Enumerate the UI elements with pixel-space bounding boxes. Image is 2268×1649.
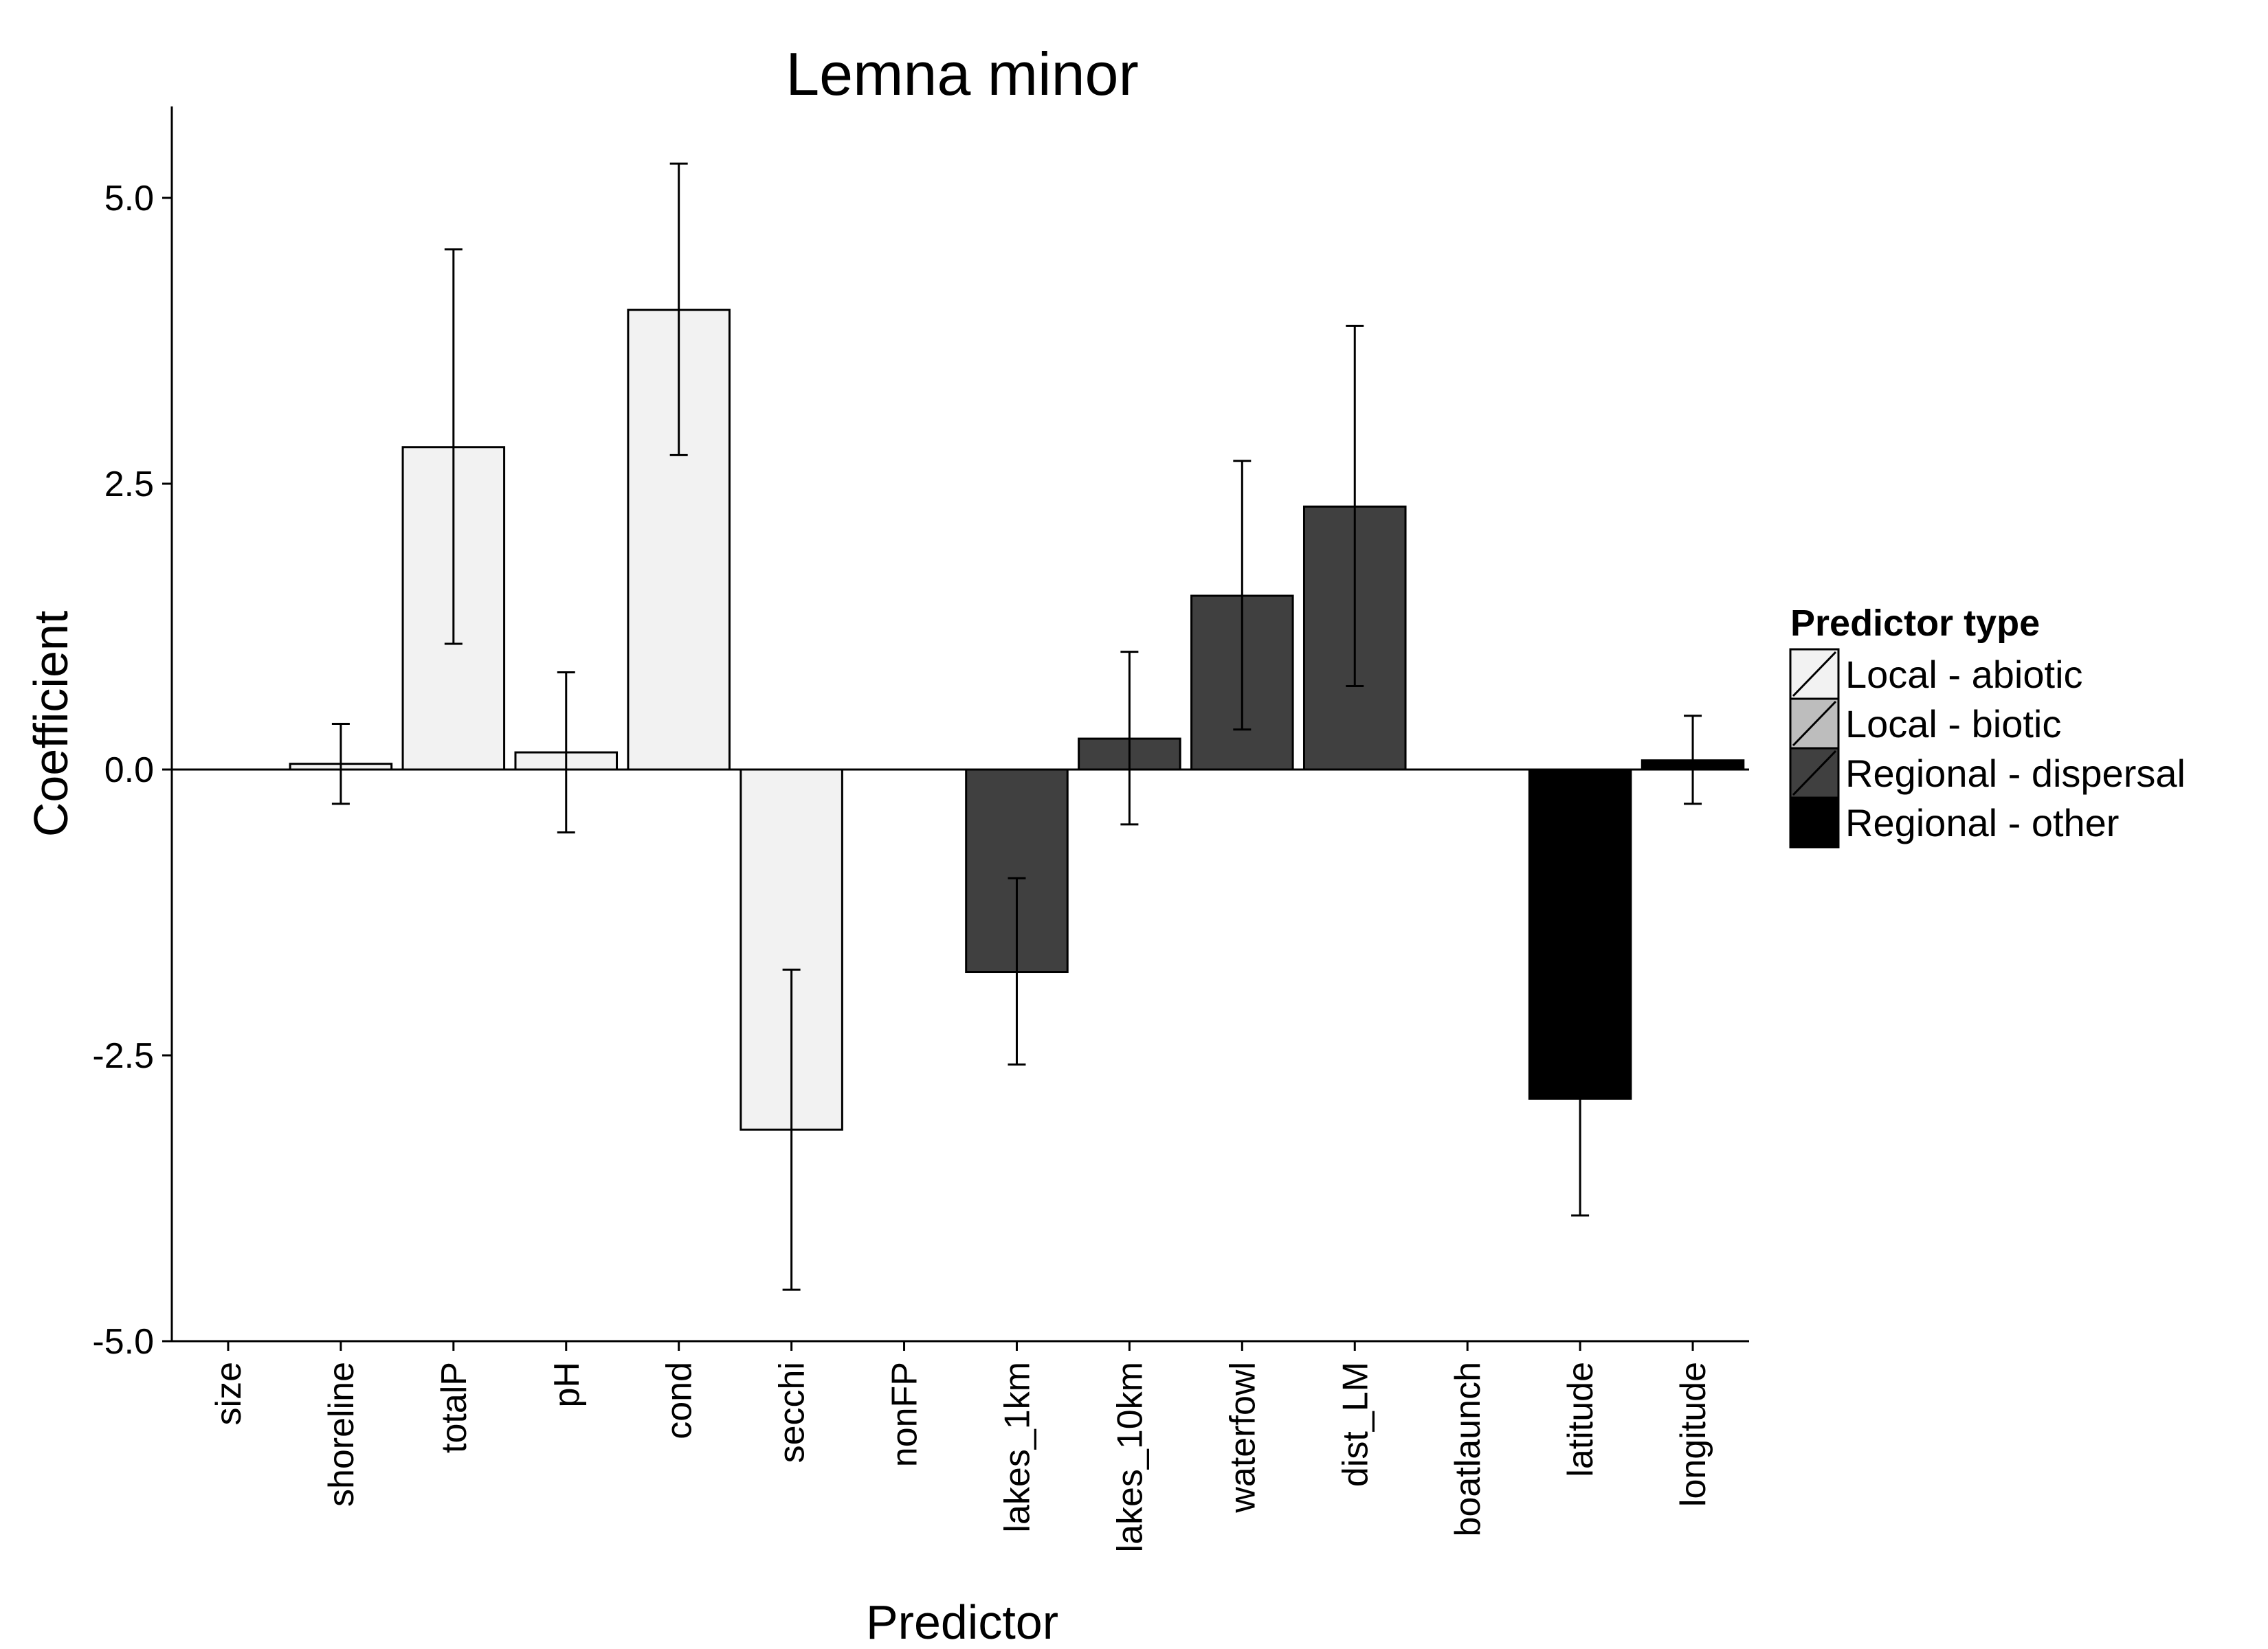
error-bar-totalP <box>444 248 463 645</box>
legend-entry: Regional - dispersal <box>1789 747 2186 799</box>
chart-title: Lemna minor <box>786 40 1139 108</box>
y-tick-label: -2.5 <box>92 1036 154 1076</box>
bar-cond <box>627 309 731 771</box>
x-tick-label: latitude <box>1561 1362 1601 1477</box>
legend-title: Predictor type <box>1790 603 2040 644</box>
error-bar-secchi <box>782 968 801 1291</box>
error-bar-waterfowl <box>1233 460 1252 731</box>
y-tick-label: 2.5 <box>104 464 154 504</box>
x-tick-label: lakes_10km <box>1110 1362 1150 1552</box>
error-bar-shoreline <box>331 722 350 805</box>
x-tick-label: size <box>209 1362 249 1425</box>
x-tick-label: shoreline <box>322 1362 362 1507</box>
legend-key-slash <box>1792 750 1837 796</box>
legend-entry: Local - abiotic <box>1789 648 2083 700</box>
x-tick-label: waterfowl <box>1223 1362 1263 1514</box>
x-tick-label: secchi <box>772 1362 812 1463</box>
error-bar-latitude <box>1571 1099 1590 1217</box>
legend-label: Local - abiotic <box>1845 653 2083 696</box>
error-bar-longitude <box>1684 715 1702 805</box>
legend-label: Regional - other <box>1845 801 2119 844</box>
error-bar-lakes_1km <box>1008 877 1026 1066</box>
x-axis-title: Predictor <box>866 1595 1058 1649</box>
bar-lakes_1km <box>965 768 1069 974</box>
x-tick-label: totalP <box>434 1362 474 1453</box>
legend-entry: Local - biotic <box>1789 697 2061 750</box>
x-tick-label: pH <box>547 1362 587 1407</box>
error-bar-pH <box>557 671 575 834</box>
x-tick-label: nonFP <box>885 1362 925 1467</box>
x-tick-label: boatlaunch <box>1448 1362 1488 1536</box>
legend: Predictor type Local - abiotic Local - bi… <box>1789 603 2186 849</box>
x-tick-label: cond <box>660 1362 700 1439</box>
legend-key-slash <box>1792 799 1837 846</box>
error-bar-lakes_10km <box>1120 651 1139 826</box>
bar-latitude <box>1528 768 1632 1100</box>
x-tick-label: longitude <box>1674 1362 1713 1507</box>
legend-key-slash <box>1792 700 1837 747</box>
error-bar-dist_LM <box>1346 324 1364 688</box>
x-tick-label: lakes_1km <box>997 1362 1037 1533</box>
y-axis: -5.0 -2.5 0.0 2.5 5.0 <box>92 106 173 1362</box>
error-bar-cond <box>669 162 688 456</box>
y-axis-title: Coefficient <box>24 611 78 837</box>
y-tick-label: 0.0 <box>104 750 154 790</box>
x-tick-label: dist_LM <box>1335 1362 1375 1487</box>
legend-label: Local - biotic <box>1845 702 2061 745</box>
legend-key-slash <box>1792 651 1837 697</box>
legend-label: Regional - dispersal <box>1845 752 2186 795</box>
legend-entry: Regional - other <box>1789 796 2119 849</box>
x-axis: size shoreline totalP pH cond secchi nonFP lake… <box>172 1340 1749 1552</box>
y-tick-label: 5.0 <box>104 179 154 218</box>
y-tick-label: -5.0 <box>92 1322 154 1362</box>
error-bars-group <box>331 162 1702 1291</box>
